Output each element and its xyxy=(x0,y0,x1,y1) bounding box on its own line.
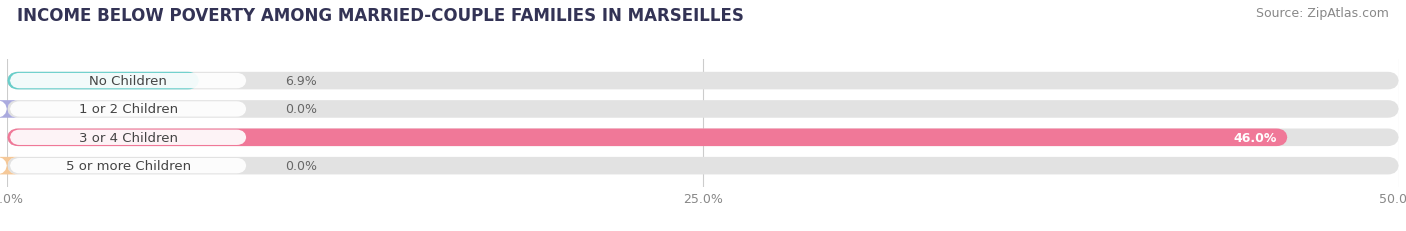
FancyBboxPatch shape xyxy=(7,157,1399,175)
Text: 3 or 4 Children: 3 or 4 Children xyxy=(79,131,177,144)
FancyBboxPatch shape xyxy=(10,102,246,117)
Text: 5 or more Children: 5 or more Children xyxy=(66,159,191,172)
FancyBboxPatch shape xyxy=(10,158,246,173)
Text: 0.0%: 0.0% xyxy=(285,103,318,116)
Text: INCOME BELOW POVERTY AMONG MARRIED-COUPLE FAMILIES IN MARSEILLES: INCOME BELOW POVERTY AMONG MARRIED-COUPL… xyxy=(17,7,744,25)
FancyBboxPatch shape xyxy=(7,129,1288,146)
Text: No Children: No Children xyxy=(89,75,167,88)
FancyBboxPatch shape xyxy=(7,101,1399,118)
Text: 0.0%: 0.0% xyxy=(285,159,318,172)
FancyBboxPatch shape xyxy=(0,157,18,175)
FancyBboxPatch shape xyxy=(7,73,1399,90)
Text: 6.9%: 6.9% xyxy=(285,75,318,88)
FancyBboxPatch shape xyxy=(7,129,1399,146)
FancyBboxPatch shape xyxy=(10,74,246,89)
Text: Source: ZipAtlas.com: Source: ZipAtlas.com xyxy=(1256,7,1389,20)
Text: 46.0%: 46.0% xyxy=(1233,131,1277,144)
Text: 1 or 2 Children: 1 or 2 Children xyxy=(79,103,177,116)
FancyBboxPatch shape xyxy=(0,101,18,118)
FancyBboxPatch shape xyxy=(10,130,246,145)
FancyBboxPatch shape xyxy=(7,73,200,90)
